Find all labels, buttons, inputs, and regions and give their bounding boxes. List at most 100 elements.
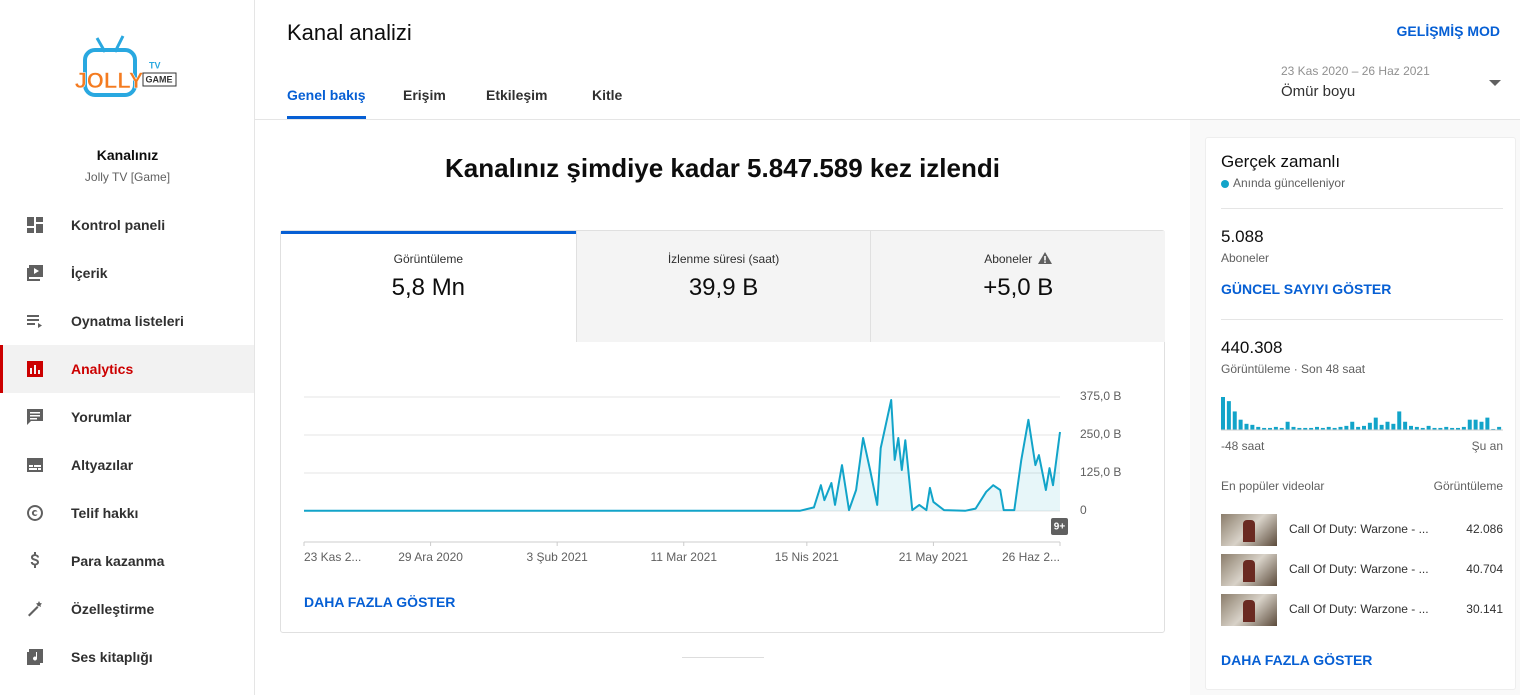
tab[interactable]: Genel bakış — [287, 87, 366, 103]
menu-label: Telif hakkı — [71, 505, 139, 521]
menu-label: Para kazanma — [71, 553, 165, 569]
show-more[interactable]: DAHA FAZLA GÖSTER — [304, 594, 456, 610]
menu-icon — [27, 505, 44, 521]
menu-icon — [27, 315, 42, 328]
top-videos-metric: Görüntüleme — [1433, 479, 1503, 493]
menu-label: İçerik — [71, 265, 108, 281]
warning-icon — [1038, 252, 1053, 264]
realtime-status: Anında güncelleniyor — [1233, 176, 1346, 190]
metric-tab[interactable]: Görüntüleme 5,8 Mn — [281, 231, 576, 342]
video-thumbnail[interactable] — [1221, 594, 1277, 626]
divider — [682, 657, 764, 658]
period[interactable]: Ömür boyu — [1281, 83, 1356, 100]
tab[interactable]: Erişim — [403, 87, 446, 103]
menu-icon — [27, 649, 43, 665]
icon-shape — [27, 315, 42, 328]
icon-shape — [27, 361, 43, 377]
show-current[interactable]: GÜNCEL SAYIYI GÖSTER — [1221, 281, 1392, 297]
advanced-mode[interactable]: GELİŞMİŞ MOD — [1396, 23, 1500, 39]
video-views: 40.704 — [1466, 562, 1503, 576]
menu-label: Analytics — [71, 361, 134, 377]
live-dot — [1221, 180, 1229, 188]
video-views: 30.141 — [1466, 602, 1503, 616]
menu-item[interactable]: İçerik — [0, 249, 254, 297]
icon-shape — [27, 505, 44, 521]
icon-shape — [30, 552, 39, 568]
menu-icon — [27, 217, 43, 233]
menu-label: Altyazılar — [71, 457, 134, 473]
menu-icon — [27, 458, 43, 472]
menu-item[interactable]: Özelleştirme — [0, 585, 254, 633]
thumbnail-figure — [1243, 560, 1255, 582]
menu-item[interactable]: Analytics — [0, 345, 254, 393]
page-title: Kanal analizi — [287, 20, 412, 45]
logo: JOLLY TV GAME — [75, 35, 177, 97]
thumbnail-figure — [1243, 600, 1255, 622]
menu-item[interactable]: Kontrol paneli — [0, 201, 254, 249]
divider — [1221, 208, 1503, 209]
metric-tab[interactable]: İzlenme süresi (saat) 39,9 B — [575, 231, 871, 342]
video-title[interactable]: Call Of Duty: Warzone - ... — [1289, 602, 1429, 616]
metric-value: 39,9 B — [688, 274, 759, 301]
menu-icon — [27, 265, 43, 281]
video-title[interactable]: Call Of Duty: Warzone - ... — [1289, 562, 1429, 576]
metric-label: İzlenme süresi (saat) — [577, 252, 871, 266]
views: 440.308 — [1221, 338, 1283, 357]
divider — [1221, 319, 1503, 320]
channel-name: Jolly TV [Game] — [84, 170, 171, 184]
menu-icon — [27, 361, 43, 377]
logo-text: JOLLY — [75, 68, 144, 93]
metric-value: 5,8 Mn — [391, 274, 466, 301]
menu-item[interactable]: Oynatma listeleri — [0, 297, 254, 345]
menu-item[interactable]: Telif hakkı — [0, 489, 254, 537]
icon-shape — [27, 649, 43, 665]
realtime-title: Gerçek zamanlı — [1221, 152, 1341, 171]
channel-label: Kanalınız — [96, 147, 159, 163]
subscribers-label: Aboneler — [1221, 251, 1270, 265]
menu-icon — [28, 601, 42, 617]
icon-shape — [27, 217, 43, 233]
metric-tab[interactable]: Aboneler +5,0 B — [870, 231, 1166, 342]
sidebar: JOLLY TV GAME Kanalınız Jolly TV [Game] … — [0, 0, 255, 695]
show-more[interactable]: DAHA FAZLA GÖSTER — [1221, 652, 1373, 668]
menu-item[interactable]: Ses kitaplığı — [0, 633, 254, 681]
menu-item[interactable]: Yorumlar — [0, 393, 254, 441]
video-title[interactable]: Call Of Duty: Warzone - ... — [1289, 522, 1429, 536]
video-thumbnail[interactable] — [1221, 554, 1277, 586]
divider — [255, 119, 1520, 120]
logo-tv: TV — [149, 60, 161, 70]
icon-shape — [27, 409, 43, 425]
headline: Kanalınız şimdiye kadar 5.847.589 kez iz… — [445, 153, 1000, 183]
metric-label-text: Aboneler — [984, 252, 1033, 266]
icon-shape — [27, 458, 43, 472]
tab-underline — [287, 116, 366, 119]
dropdown-caret[interactable] — [1489, 80, 1501, 88]
menu-item[interactable]: Para kazanma — [0, 537, 254, 585]
menu-label: Ses kitaplığı — [71, 649, 153, 665]
logo-game: GAME — [146, 74, 173, 84]
thumbnail-figure — [1243, 520, 1255, 542]
menu-item[interactable]: Altyazılar — [0, 441, 254, 489]
metric-value: +5,0 B — [983, 274, 1054, 301]
views-label: Görüntüleme · Son 48 saat — [1221, 362, 1366, 376]
icon-shape — [28, 601, 42, 617]
video-thumbnail[interactable] — [1221, 514, 1277, 546]
metric-label: Aboneler — [871, 252, 1165, 266]
menu-icon — [27, 409, 43, 425]
menu-label: Özelleştirme — [71, 601, 155, 617]
metric-label-text: Görüntüleme — [393, 252, 464, 266]
subscribers: 5.088 — [1221, 227, 1264, 246]
menu-icon — [30, 552, 39, 568]
metric-label-text: İzlenme süresi (saat) — [667, 252, 780, 266]
icon-shape — [27, 265, 43, 281]
tab[interactable]: Kitle — [592, 87, 623, 103]
top-videos-label: En popüler videolar — [1221, 479, 1325, 493]
metric-label: Görüntüleme — [281, 252, 576, 266]
menu-label: Oynatma listeleri — [71, 313, 184, 329]
video-views: 42.086 — [1466, 522, 1503, 536]
tab[interactable]: Etkileşim — [486, 87, 548, 103]
date-range: 23 Kas 2020 – 26 Haz 2021 — [1281, 64, 1430, 78]
menu-label: Kontrol paneli — [71, 217, 166, 233]
menu-label: Yorumlar — [71, 409, 132, 425]
